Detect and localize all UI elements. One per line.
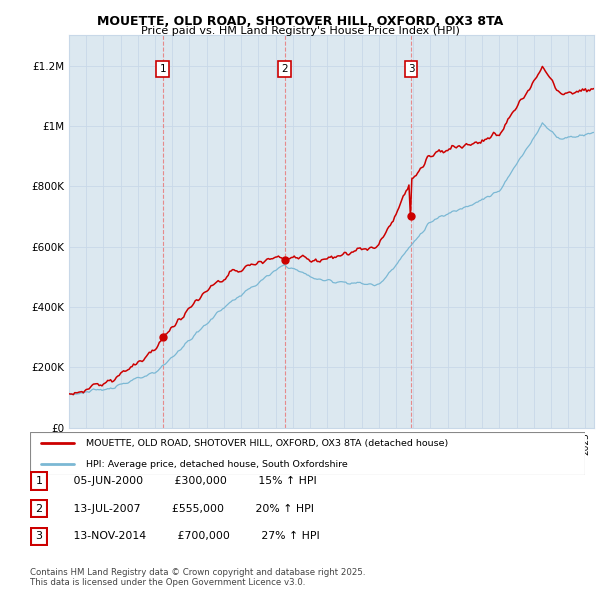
Text: 2: 2 bbox=[35, 504, 43, 513]
Text: 1: 1 bbox=[35, 476, 43, 486]
Text: 05-JUN-2000         £300,000         15% ↑ HPI: 05-JUN-2000 £300,000 15% ↑ HPI bbox=[63, 476, 317, 486]
Text: 13-NOV-2014         £700,000         27% ↑ HPI: 13-NOV-2014 £700,000 27% ↑ HPI bbox=[63, 532, 320, 541]
Text: MOUETTE, OLD ROAD, SHOTOVER HILL, OXFORD, OX3 8TA (detached house): MOUETTE, OLD ROAD, SHOTOVER HILL, OXFORD… bbox=[86, 438, 448, 448]
Text: Price paid vs. HM Land Registry's House Price Index (HPI): Price paid vs. HM Land Registry's House … bbox=[140, 26, 460, 36]
Text: Contains HM Land Registry data © Crown copyright and database right 2025.
This d: Contains HM Land Registry data © Crown c… bbox=[30, 568, 365, 587]
Text: 13-JUL-2007         £555,000         20% ↑ HPI: 13-JUL-2007 £555,000 20% ↑ HPI bbox=[63, 503, 314, 514]
Text: 3: 3 bbox=[408, 64, 415, 74]
Text: HPI: Average price, detached house, South Oxfordshire: HPI: Average price, detached house, Sout… bbox=[86, 460, 347, 469]
Text: MOUETTE, OLD ROAD, SHOTOVER HILL, OXFORD, OX3 8TA: MOUETTE, OLD ROAD, SHOTOVER HILL, OXFORD… bbox=[97, 15, 503, 28]
Text: 3: 3 bbox=[35, 532, 43, 541]
Text: 1: 1 bbox=[160, 64, 166, 74]
Text: 2: 2 bbox=[281, 64, 288, 74]
